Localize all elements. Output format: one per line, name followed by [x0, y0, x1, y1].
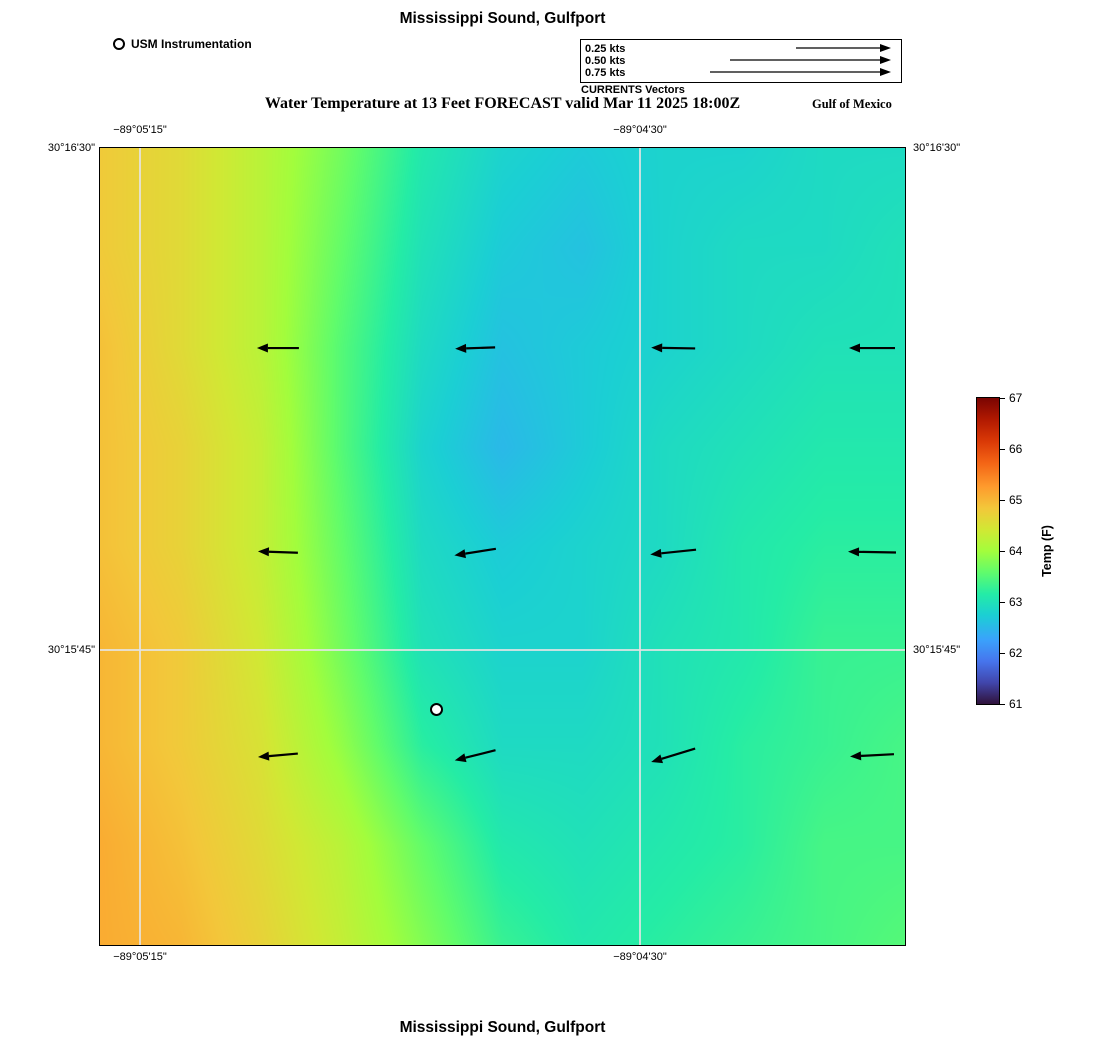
lon-tick-label-top: −89°04'30"	[613, 124, 667, 136]
colorbar-tick-label: 67	[1009, 391, 1023, 405]
station-marker-icon	[113, 38, 125, 50]
colorbar-tick	[1000, 602, 1005, 603]
colorbar-tick-label: 65	[1009, 493, 1023, 507]
longitude-gridline	[638, 148, 641, 945]
instrument-station-marker	[429, 703, 443, 717]
temperature-heatmap	[100, 148, 905, 945]
colorbar-tick	[1000, 551, 1005, 552]
lon-tick-label-bottom: −89°05'15"	[113, 951, 167, 963]
current-vectors-overlay	[256, 343, 897, 764]
svg-text:0.75 kts: 0.75 kts	[585, 67, 625, 79]
current-vectors-caption: CURRENTS Vectors	[581, 84, 685, 96]
station-legend-label: USM Instrumentation	[131, 37, 252, 51]
figure-title-bottom: Mississippi Sound, Gulfport	[399, 1019, 606, 1036]
colorbar-tick-label: 61	[1009, 697, 1023, 711]
colorbar-tick-label: 62	[1009, 646, 1023, 660]
lat-tick-label-left: 30°15'45"	[47, 644, 95, 657]
lon-tick-label-top: −89°05'15"	[113, 124, 167, 136]
svg-text:0.50 kts: 0.50 kts	[585, 55, 625, 67]
colorbar-tick	[1000, 398, 1005, 399]
lat-tick-label-right: 30°15'45"	[913, 644, 961, 657]
colorbar-gradient	[976, 397, 1000, 705]
longitude-gridline	[139, 148, 141, 945]
lat-tick-label-left: 30°16'30"	[47, 142, 95, 154]
latitude-gridline	[100, 649, 905, 652]
colorbar-tick	[1000, 500, 1005, 501]
current-vectors-legend-box: 0.25 kts 0.50 kts 0.75 kts	[580, 39, 902, 83]
figure-title-top: Mississippi Sound, Gulfport	[399, 10, 606, 27]
lon-tick-label-bottom: −89°04'30"	[613, 951, 667, 963]
forecast-subtitle: Water Temperature at 13 Feet FORECAST va…	[264, 95, 741, 112]
map-plot	[99, 147, 906, 946]
colorbar-tick	[1000, 449, 1005, 450]
station-legend: USM Instrumentation	[113, 37, 252, 51]
colorbar-label: Temp (F)	[1040, 525, 1054, 577]
colorbar-tick	[1000, 653, 1005, 654]
colorbar-tick-label: 64	[1009, 544, 1023, 558]
lat-tick-label-right: 30°16'30"	[913, 142, 961, 154]
gulf-of-mexico-label: Gulf of Mexico	[812, 97, 892, 111]
colorbar-tick-label: 66	[1009, 442, 1023, 456]
svg-text:0.25 kts: 0.25 kts	[585, 43, 625, 55]
colorbar-tick-label: 63	[1009, 595, 1023, 609]
colorbar-tick	[1000, 704, 1005, 705]
